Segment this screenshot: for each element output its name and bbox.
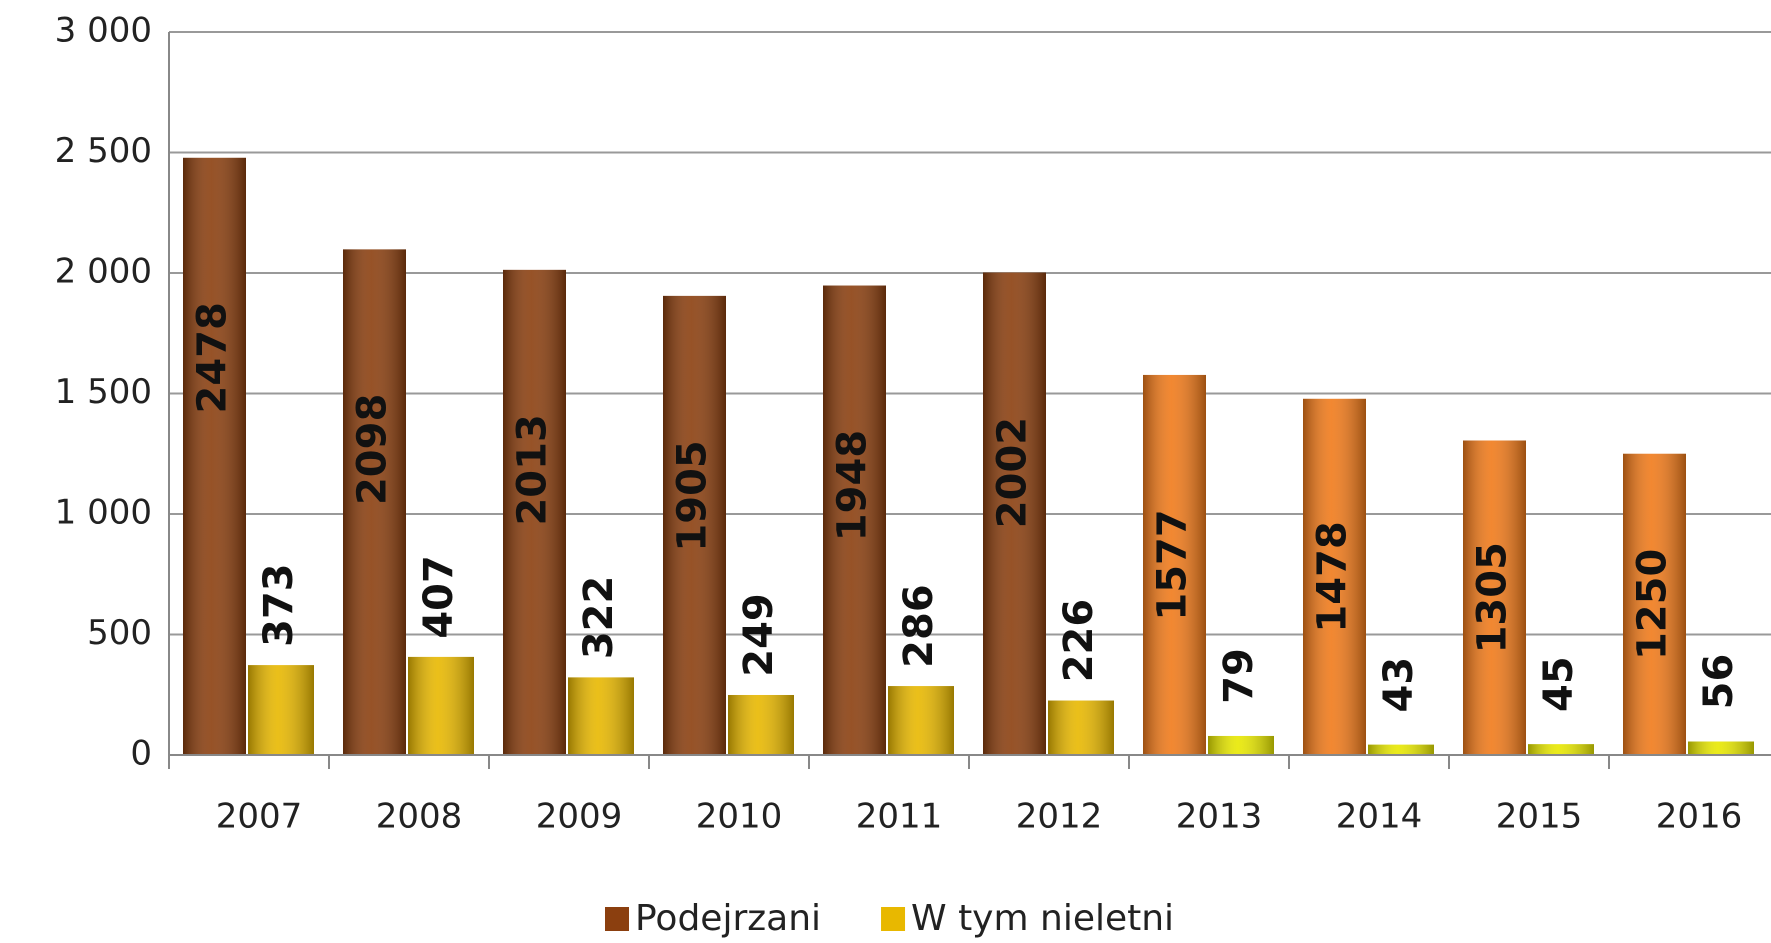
legend-swatch	[605, 907, 629, 931]
value-label: 1577	[1150, 509, 1196, 620]
bar-shade	[728, 694, 794, 755]
x-tick-label: 2015	[1496, 797, 1583, 837]
bar-shade	[568, 677, 634, 755]
legend-label: W tym nieletni	[911, 898, 1174, 939]
bar-shade	[1688, 741, 1754, 755]
bar	[248, 665, 314, 755]
y-tick-label: 500	[87, 613, 152, 653]
x-tick-label: 2009	[536, 797, 623, 837]
bar-shade	[1463, 440, 1526, 755]
value-label: 56	[1696, 654, 1742, 710]
x-tick-label: 2013	[1176, 797, 1263, 837]
bar	[663, 295, 726, 755]
bar-shade	[663, 295, 726, 755]
x-tick-label: 2011	[856, 797, 943, 837]
bar	[1143, 374, 1206, 755]
bar-shade	[408, 656, 474, 755]
bar-shade	[248, 665, 314, 755]
bar	[823, 285, 886, 755]
x-tick-label: 2010	[696, 797, 783, 837]
bar	[343, 249, 406, 755]
y-tick-label: 1 000	[55, 493, 152, 533]
y-tick-label: 1 500	[55, 372, 152, 412]
value-label: 1948	[830, 430, 876, 541]
bar-shade	[823, 285, 886, 755]
legend-label: Podejrzani	[635, 898, 821, 939]
bar	[888, 686, 954, 755]
bar	[1208, 735, 1274, 755]
bar	[1528, 744, 1594, 755]
y-tick-label: 2 500	[55, 131, 152, 171]
value-label: 79	[1216, 648, 1262, 704]
value-label: 249	[736, 593, 782, 677]
bar	[728, 694, 794, 755]
value-label: 2478	[190, 302, 236, 413]
value-label: 2013	[510, 414, 556, 525]
bar	[1688, 741, 1754, 755]
bar	[983, 272, 1046, 755]
value-label: 2002	[990, 417, 1036, 528]
value-label: 226	[1056, 599, 1102, 683]
value-label: 1305	[1470, 542, 1516, 653]
bar	[408, 656, 474, 755]
bar	[1463, 440, 1526, 755]
y-tick-label: 0	[130, 734, 152, 774]
bar-shade	[1528, 744, 1594, 755]
bar	[1048, 700, 1114, 755]
bar	[568, 677, 634, 755]
bar-shade	[1208, 735, 1274, 755]
value-label: 1250	[1630, 549, 1676, 660]
bar-shade	[1143, 374, 1206, 755]
bar-shade	[1048, 700, 1114, 755]
x-tick-label: 2007	[216, 797, 303, 837]
value-label: 322	[576, 576, 622, 660]
bar	[1303, 398, 1366, 755]
x-tick-label: 2014	[1336, 797, 1423, 837]
value-label: 1478	[1310, 521, 1356, 632]
y-tick-label: 2 000	[55, 252, 152, 292]
value-label: 45	[1536, 656, 1582, 712]
bar-shade	[1623, 453, 1686, 755]
bar	[1368, 744, 1434, 755]
value-label: 43	[1376, 657, 1422, 713]
bar-shade	[983, 272, 1046, 755]
value-label: 2098	[350, 394, 396, 505]
value-label: 407	[416, 555, 462, 639]
x-tick-label: 2012	[1016, 797, 1103, 837]
bar	[1623, 453, 1686, 755]
bar-shade	[503, 269, 566, 755]
legend-swatch	[881, 907, 906, 931]
bar	[183, 157, 246, 755]
value-label: 286	[896, 584, 942, 668]
bar-shade	[1303, 398, 1366, 755]
value-label: 373	[256, 563, 302, 647]
x-tick-label: 2008	[376, 797, 463, 837]
bar-shade	[343, 249, 406, 755]
bar-shade	[1368, 744, 1434, 755]
y-tick-label: 3 000	[55, 11, 152, 51]
bar	[503, 269, 566, 755]
bar-shade	[888, 686, 954, 755]
x-tick-label: 2016	[1656, 797, 1743, 837]
value-label: 1905	[670, 440, 716, 551]
bar-shade	[183, 157, 246, 755]
